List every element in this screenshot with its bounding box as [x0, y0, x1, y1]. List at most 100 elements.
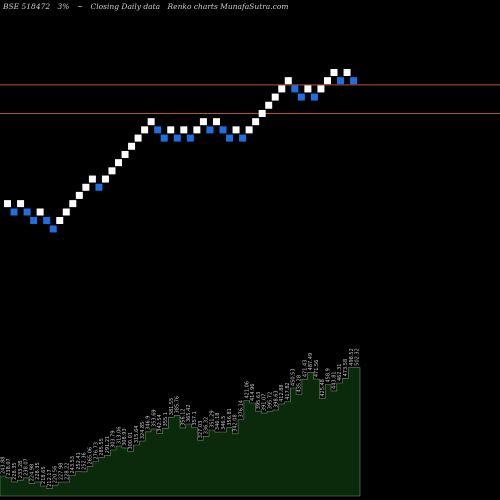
renko-brick-34 [226, 134, 234, 142]
renko-brick-1 [10, 208, 18, 216]
volume-label-20: 313.06 [117, 427, 123, 445]
volume-label-22: 300.01 [128, 432, 134, 450]
renko-brick-31 [206, 126, 214, 134]
renko-brick-35 [232, 126, 240, 134]
renko-brick-13 [88, 175, 96, 183]
renko-brick-9 [62, 208, 70, 216]
renko-brick-43 [284, 77, 292, 85]
renko-brick-10 [69, 200, 77, 208]
renko-brick-26 [173, 134, 181, 142]
volume-label-29: 381.55 [169, 398, 175, 416]
volume-label-34: 327.03 [198, 421, 204, 439]
volume-label-26: 353.69 [151, 409, 157, 427]
renko-brick-4 [30, 216, 38, 224]
volume-label-28: 355.1 [163, 412, 169, 426]
renko-brick-40 [265, 101, 273, 109]
resistance-lines [0, 84, 500, 115]
renko-brick-47 [310, 93, 318, 101]
volume-label-15: 265.06 [87, 447, 93, 465]
renko-brick-52 [343, 68, 351, 76]
renko-brick-5 [36, 208, 44, 216]
renko-brick-7 [49, 225, 57, 233]
arrow-label: ~ [76, 2, 84, 11]
renko-brick-38 [252, 118, 260, 126]
volume-label-7: 218.65 [41, 466, 47, 484]
renko-bricks [4, 68, 358, 233]
volume-label-55: 425.48 [320, 379, 326, 397]
volume-label-45: 391.07 [262, 394, 268, 412]
volume-label-53: 487.49 [308, 353, 314, 371]
renko-brick-41 [271, 93, 279, 101]
renko-brick-24 [160, 134, 168, 142]
volume-label-39: 356.81 [227, 408, 233, 426]
volume-label-30: 385.76 [175, 396, 181, 414]
volume-label-12: 243.53 [70, 456, 76, 474]
volume-label-37: 346.18 [215, 413, 221, 431]
volume-label-48: 412.88 [279, 384, 285, 402]
renko-brick-27 [180, 126, 188, 134]
renko-brick-21 [141, 126, 149, 134]
chart-header: BSE 518472 3% ~ Closing Daily data Renko… [3, 2, 294, 11]
volume-label-31: 356.12 [180, 408, 186, 426]
volume-label-10: 227.98 [58, 463, 64, 481]
volume-label-19: 303.79 [111, 430, 117, 448]
renko-brick-51 [337, 77, 345, 85]
renko-brick-53 [350, 77, 358, 85]
volume-label-1: 238.07 [6, 458, 12, 476]
renko-brick-46 [304, 85, 312, 93]
renko-brick-0 [4, 200, 11, 208]
brick-size-label: 3% [57, 2, 70, 11]
volume-label-51: 435.28 [296, 375, 302, 393]
volume-area [0, 367, 361, 497]
volume-label-6: 228.35 [35, 462, 41, 480]
renko-brick-11 [75, 191, 83, 199]
volume-label-27: 342.54 [157, 414, 163, 432]
volume-label-36: 351.29 [209, 410, 215, 428]
volume-label-46: 395.72 [267, 392, 273, 410]
renko-brick-16 [108, 167, 116, 175]
volume-label-5: 224.98 [29, 464, 35, 482]
renko-brick-45 [297, 93, 305, 101]
volume-label-59: 473.58 [343, 359, 349, 377]
volume-label-2: 228.35 [12, 462, 18, 480]
renko-brick-30 [199, 118, 207, 126]
renko-brick-50 [330, 68, 338, 76]
volume-label-23: 315.64 [134, 426, 140, 444]
renko-brick-19 [128, 142, 136, 150]
renko-brick-28 [186, 134, 194, 142]
renko-brick-2 [17, 200, 25, 208]
brand-label: Renko charts MunafaSutra.com [167, 2, 289, 11]
renko-brick-23 [154, 126, 162, 134]
volume-label-57: 443.81 [331, 371, 337, 389]
volume-labels: 243.88 238.07 228.35 233.28 238.07 224.98 228.… [0, 348, 360, 487]
volume-label-42: 421.06 [244, 381, 250, 399]
renko-brick-17 [115, 159, 123, 167]
volume-label-18: 291.21 [105, 436, 111, 454]
renko-brick-39 [258, 109, 266, 117]
volume-label-43: 414.96 [250, 384, 256, 401]
volume-label-8: 212.17 [47, 469, 53, 487]
volume-label-52: 471.43 [302, 360, 308, 378]
renko-brick-8 [56, 216, 64, 224]
volume-label-41: 376.14 [238, 400, 244, 418]
renko-brick-22 [147, 118, 155, 126]
volume-label-35: 336.32 [204, 417, 210, 435]
renko-brick-12 [82, 183, 90, 191]
volume-label-0: 243.88 [0, 456, 6, 474]
volume-label-13: 252.41 [76, 452, 82, 470]
renko-brick-33 [219, 126, 227, 134]
volume-label-58: 462.31 [337, 364, 343, 382]
volume-label-4: 238.07 [24, 458, 30, 476]
renko-brick-48 [317, 85, 325, 93]
renko-brick-37 [245, 126, 253, 134]
volume-label-60: 498.52 [349, 348, 355, 366]
description-label: Closing Daily data [90, 2, 161, 11]
renko-brick-15 [101, 175, 109, 183]
renko-brick-32 [212, 118, 220, 126]
renko-brick-20 [134, 134, 142, 142]
volume-label-40: 342.08 [233, 414, 239, 432]
renko-brick-42 [278, 85, 286, 93]
volume-label-32: 365.42 [186, 404, 192, 422]
renko-brick-49 [323, 77, 331, 85]
renko-brick-36 [239, 134, 247, 142]
